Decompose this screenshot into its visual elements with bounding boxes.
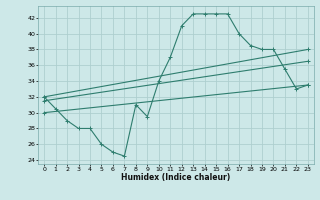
X-axis label: Humidex (Indice chaleur): Humidex (Indice chaleur) [121,173,231,182]
